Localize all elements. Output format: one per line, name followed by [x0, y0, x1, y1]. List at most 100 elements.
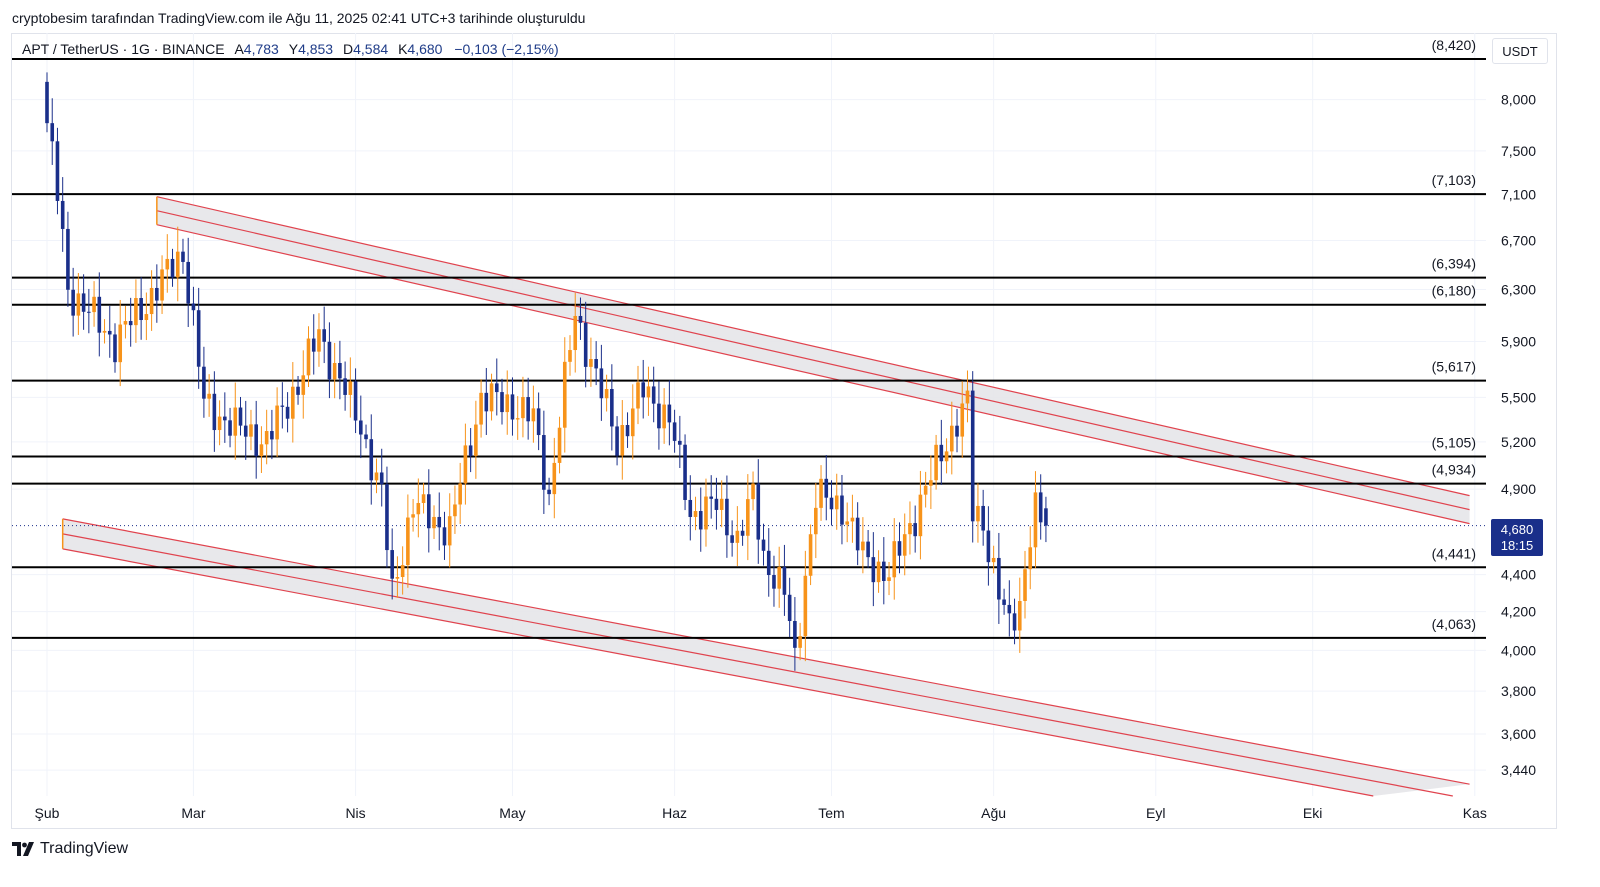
chart-frame[interactable] [11, 33, 1557, 829]
candle-body [144, 314, 149, 321]
candle-body [102, 330, 107, 333]
candle-body [81, 293, 86, 312]
candle-body [113, 334, 117, 363]
candle-body [568, 350, 572, 362]
candle-body [249, 424, 253, 437]
candle-body [228, 420, 232, 436]
candle-body [364, 434, 368, 440]
candle-body [311, 338, 316, 352]
candle-body [369, 439, 374, 481]
close-value: 4,680 [407, 41, 443, 57]
time-tick-label: Eki [1303, 805, 1322, 821]
price-tick-label: 4,000 [1501, 642, 1536, 658]
candle-body [259, 444, 264, 457]
candle-body [751, 483, 755, 500]
candle-body [887, 577, 891, 581]
candle-body [426, 494, 431, 529]
price-tick-label: 4,400 [1501, 567, 1536, 583]
candle-body [819, 478, 823, 508]
candle-body [385, 484, 389, 551]
candle-body [107, 330, 112, 335]
candle-body [552, 462, 557, 495]
time-tick-label: Eyl [1146, 805, 1165, 821]
currency-unit-button[interactable]: USDT [1492, 38, 1548, 64]
candle-body [683, 444, 687, 500]
tradingview-logo[interactable]: TradingView [12, 840, 128, 858]
channel-lower-band-fill [62, 518, 1470, 796]
price-tick-label: 8,000 [1501, 92, 1536, 108]
candle-body [379, 472, 384, 485]
bar-countdown: 18:15 [1500, 537, 1534, 553]
candle-body [787, 594, 792, 622]
candle-body [175, 251, 180, 278]
low-value: 4,584 [353, 41, 389, 57]
candle-body [714, 498, 719, 510]
candle-body [238, 407, 243, 426]
candle-body [97, 296, 102, 333]
candle-body [196, 310, 201, 367]
channel-upper-band-line [156, 210, 1470, 511]
candle-body [390, 550, 394, 579]
level-label: (7,103) [1432, 172, 1476, 188]
candle-body [662, 404, 666, 429]
candle-body [181, 251, 185, 262]
candle-body [688, 499, 693, 517]
candle-body [725, 498, 729, 536]
candle-body [123, 321, 128, 325]
candle-body [871, 557, 876, 583]
candle-body [834, 495, 839, 510]
candle-body [505, 394, 510, 413]
candle-body [981, 505, 985, 531]
candle-body [955, 425, 959, 437]
candle-body [777, 566, 781, 589]
candle-body [526, 397, 530, 422]
candle-body [766, 550, 771, 576]
candle-body [542, 435, 546, 490]
candle-body [494, 383, 499, 393]
channel-upper-band-line [156, 224, 1470, 525]
candle-body [704, 496, 708, 530]
candle-body [395, 577, 400, 579]
candle-body [296, 386, 300, 395]
candle-body [202, 366, 206, 399]
candle-body [918, 494, 923, 537]
candle-body [672, 422, 677, 441]
candle-body [1033, 492, 1038, 548]
price-tick-label: 5,900 [1501, 334, 1536, 350]
candle-body [897, 541, 902, 556]
time-tick-label: Şub [35, 805, 60, 821]
candle-body [170, 258, 175, 278]
candle-body [991, 557, 996, 563]
time-axis: Şub Mar Nis May Haz Tem Ağu Eyl Eki Kas [35, 805, 1487, 821]
channel-lower-band-line [62, 518, 1470, 785]
candle-body [233, 407, 238, 436]
candle-body [474, 424, 478, 456]
candle-body [866, 541, 870, 558]
candle-body [76, 293, 81, 316]
candle-body [840, 495, 844, 525]
candle-body [212, 393, 217, 431]
candle-body [882, 561, 886, 581]
symbol-name[interactable]: APT / TetherUS · 1G · BINANCE [22, 41, 225, 57]
high-value: 4,853 [298, 41, 334, 57]
candle-body [573, 315, 578, 351]
price-tick-label: 5,500 [1501, 389, 1536, 405]
candle-body [610, 388, 614, 427]
candle-body [437, 516, 442, 528]
candle-body [709, 496, 714, 499]
candle-body [66, 228, 70, 290]
price-tick-label: 3,440 [1501, 762, 1536, 778]
candle-body [902, 534, 907, 556]
candle-body [343, 378, 347, 395]
channel-lower-band-line [62, 548, 1374, 797]
candle-body [719, 498, 724, 510]
level-label: (5,617) [1432, 359, 1476, 375]
price-tick-label: 4,900 [1501, 481, 1536, 497]
candle-body [306, 338, 311, 376]
candle-body [468, 445, 473, 456]
candle-body [479, 392, 483, 425]
candle-body [698, 511, 703, 530]
change-value: −0,103 (−2,15%) [454, 41, 559, 57]
candle-body [589, 359, 593, 367]
